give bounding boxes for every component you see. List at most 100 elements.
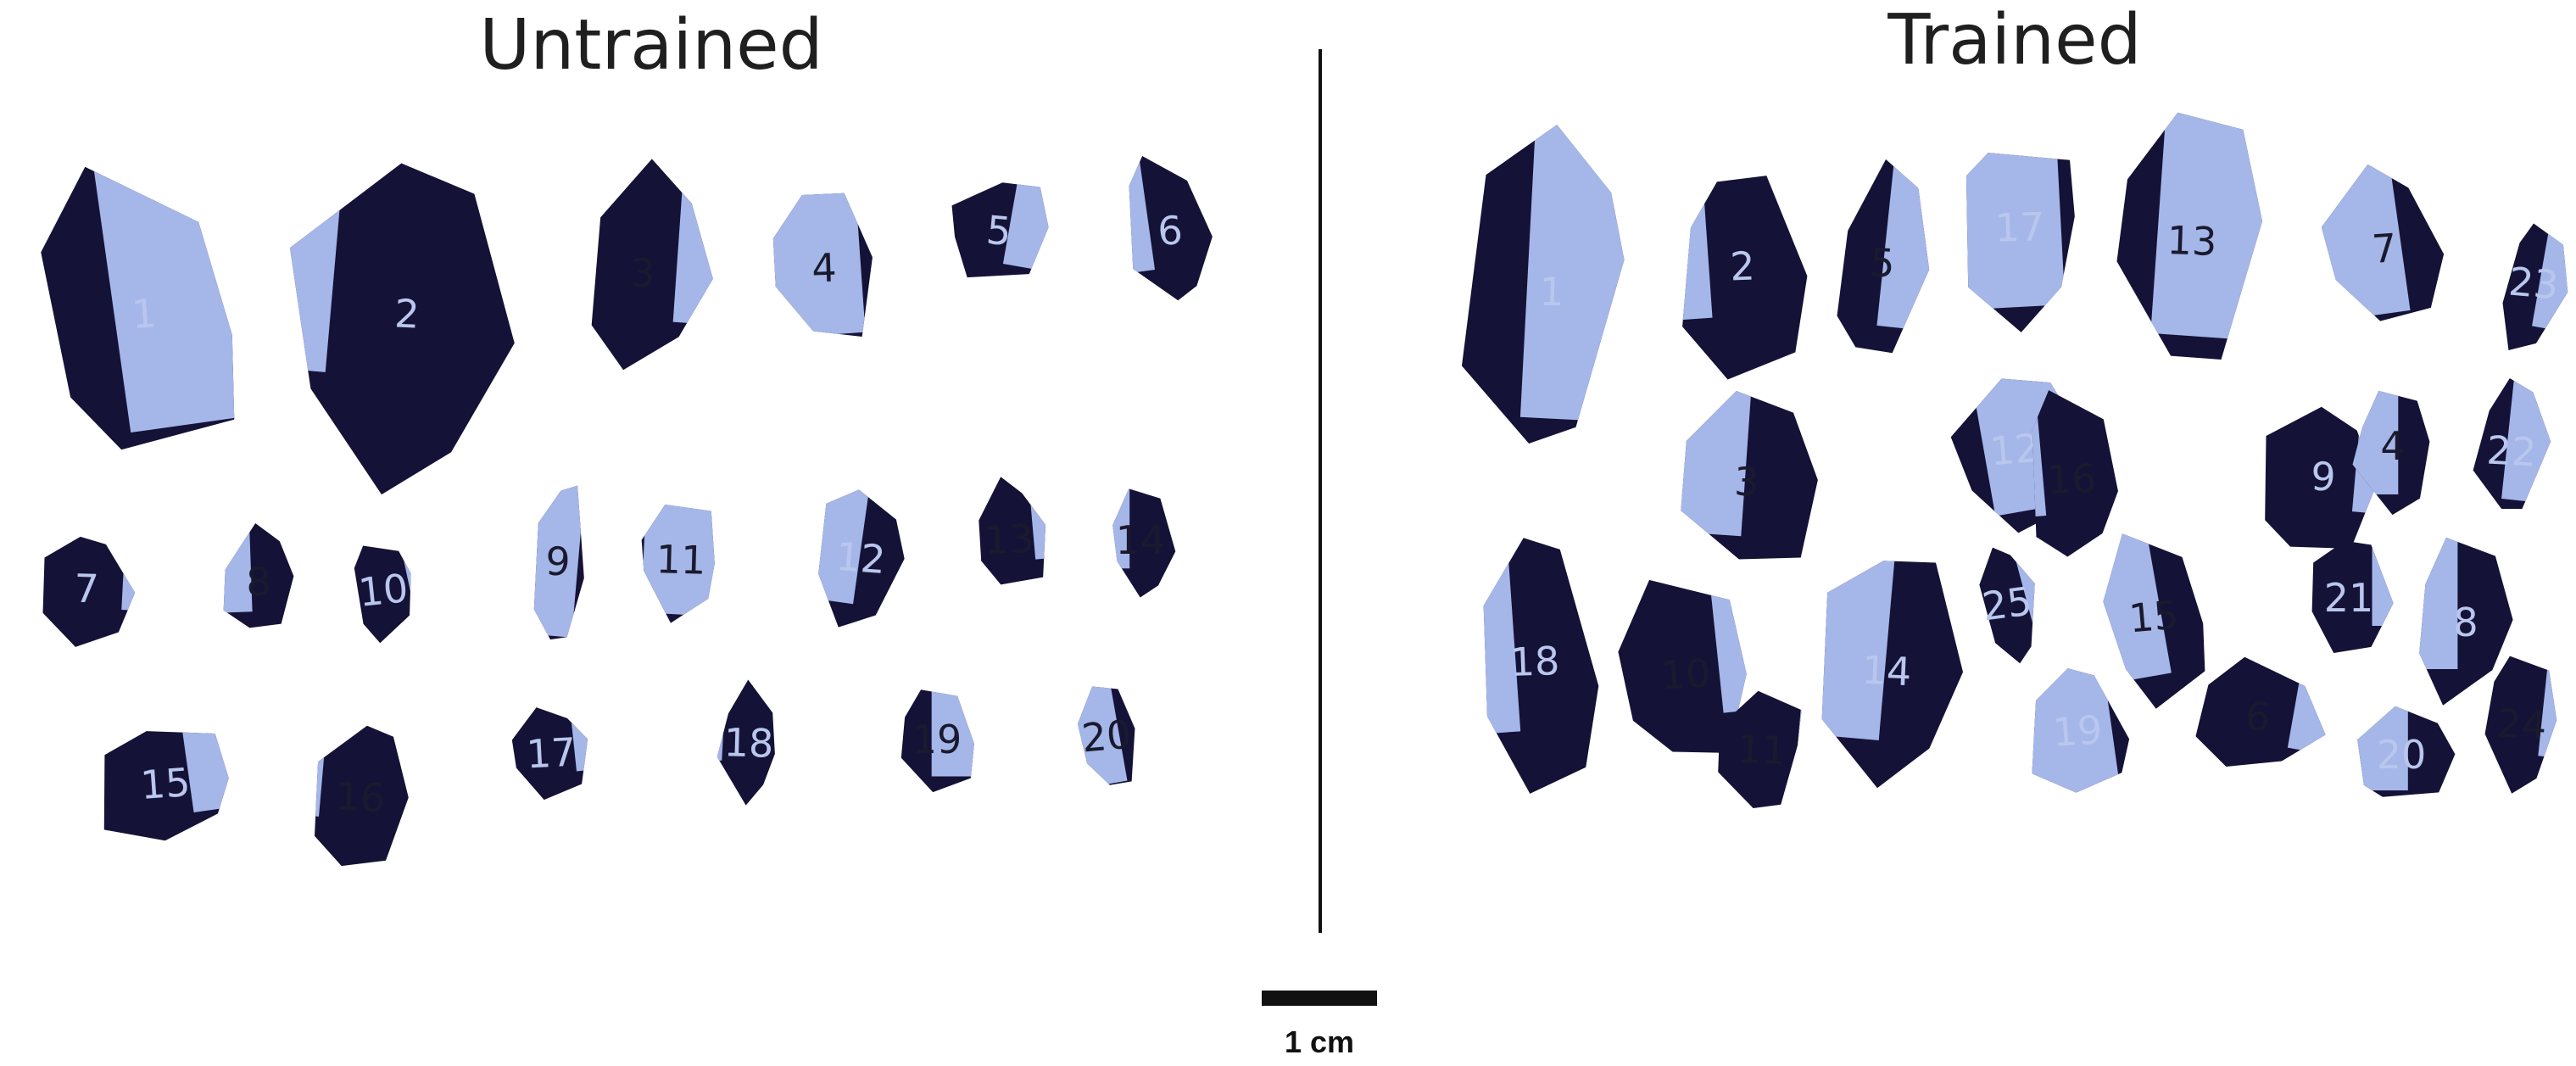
flake-number-label: 19: [2051, 706, 2104, 756]
flake-body: [2484, 656, 2557, 794]
flake-number-label: 8: [2453, 600, 2478, 645]
flake-number-label: 23: [2506, 259, 2560, 309]
flake-number-label: 14: [1861, 647, 1913, 695]
untrained-flake-9: 9: [528, 482, 587, 640]
untrained-flake-18: 18: [714, 678, 775, 806]
flake-number-label: 3: [629, 250, 655, 297]
untrained-flake-5: 5: [951, 172, 1056, 278]
trained-title: Trained: [1887, 0, 2142, 81]
untrained-flake-10: 10: [354, 537, 423, 644]
trained-flake-20: 20: [2357, 706, 2456, 797]
trained-flake-2: 2: [1672, 173, 1808, 380]
flake-number-label: 1: [1539, 269, 1565, 315]
flake-number-label: 5: [1869, 239, 1896, 286]
untrained-flake-8: 8: [220, 522, 294, 628]
flake-number-label: 16: [2046, 455, 2098, 504]
flake-number-label: 1: [131, 290, 159, 338]
flake-number-label: 21: [2324, 575, 2374, 621]
flake-number-label: 2: [1729, 243, 1755, 290]
untrained-flake-1: 1: [41, 149, 246, 450]
untrained-flake-14: 14: [1112, 488, 1176, 598]
flake-cortex-surface: [2287, 660, 2337, 756]
flake-cortex-surface: [1810, 553, 1896, 741]
untrained-flake-13: 13: [979, 473, 1051, 585]
trained-flake-23: 23: [2502, 220, 2576, 350]
flake-body: [979, 477, 1046, 585]
trained-flake-25: 25: [1979, 539, 2047, 664]
flake-body: [2265, 406, 2377, 549]
trained-flake-7: 7: [2313, 155, 2445, 322]
flake-number-label: 6: [2244, 693, 2272, 740]
untrained-flake-7: 7: [42, 534, 138, 647]
flake-body: [354, 545, 411, 644]
flake-number-label: 18: [1509, 638, 1560, 685]
trained-flake-17: 17: [1960, 148, 2075, 332]
flake-body: [1718, 690, 1802, 808]
flake-number-label: 11: [1737, 726, 1788, 774]
flake-number-label: 3: [1733, 459, 1759, 505]
flake-cortex-surface: [1672, 173, 1713, 321]
trained-flake-13: 13: [2116, 109, 2270, 360]
trained-flake-3: 3: [1677, 388, 1818, 560]
untrained-flake-15: 15: [103, 720, 237, 841]
flake-number-label: 18: [723, 719, 774, 767]
flake-number-label: 4: [2380, 423, 2405, 469]
flake-number-label: 15: [2127, 592, 2180, 642]
flake-number-label: 6: [1157, 207, 1185, 254]
untrained-flake-12: 12: [809, 485, 905, 628]
flake-number-label: 5: [984, 207, 1013, 254]
flake-number-label: 22: [2485, 427, 2537, 476]
flake-number-label: 8: [246, 559, 271, 606]
trained-flake-11: 11: [1718, 688, 1804, 808]
flake-number-label: 25: [1979, 578, 2034, 629]
trained-flake-19: 19: [2018, 661, 2130, 799]
flake-cortex-surface: [1677, 388, 1753, 537]
untrained-title: Untrained: [479, 5, 823, 86]
untrained-flake-6: 6: [1118, 148, 1213, 301]
flake-number-label: 12: [834, 533, 887, 583]
flake-number-label: 19: [912, 717, 962, 762]
flake-body: [42, 536, 136, 647]
untrained-flake-3: 3: [591, 159, 722, 371]
trained-flake-22: 22: [2473, 375, 2557, 510]
flake-number-label: 2: [393, 290, 421, 337]
flake-number-label: 24: [2495, 700, 2547, 749]
flake-cortex-surface: [672, 159, 722, 326]
flake-body: [716, 679, 775, 806]
flake-number-label: 15: [139, 759, 192, 808]
flake-body: [289, 163, 515, 495]
flake-number-label: 14: [1116, 517, 1166, 563]
untrained-flake-11: 11: [640, 503, 718, 623]
scale-bar-label: 1 cm: [1284, 1024, 1355, 1059]
flake-cortex-surface: [640, 503, 718, 617]
flake-cortex-surface: [2372, 540, 2394, 626]
flake-body: [315, 725, 409, 867]
flake-number-label: 11: [655, 536, 706, 583]
untrained-flake-2: 2: [270, 153, 515, 495]
flake-cortex-surface: [1519, 120, 1631, 424]
flake-number-label: 13: [984, 516, 1035, 564]
flake-cortex-surface: [769, 190, 866, 340]
untrained-flake-19: 19: [900, 689, 974, 793]
flake-cortex-surface: [121, 534, 138, 611]
trained-flake-8: 8: [2419, 537, 2513, 706]
trained-flake-1: 1: [1461, 120, 1631, 444]
flake-number-label: 10: [356, 565, 410, 616]
trained-flake-18: 18: [1475, 533, 1599, 794]
scale-bar: [1262, 991, 1377, 1006]
flake-number-label: 9: [544, 538, 572, 584]
trained-flake-14: 14: [1810, 553, 1964, 789]
untrained-flake-4: 4: [769, 190, 873, 340]
flake-number-label: 13: [2166, 217, 2217, 265]
untrained-flake-17: 17: [511, 702, 594, 801]
flake-number-label: 17: [525, 729, 577, 778]
trained-flake-24: 24: [2484, 654, 2563, 794]
flake-number-label: 9: [2310, 453, 2337, 500]
flake-body: [1682, 176, 1808, 380]
flake-number-label: 10: [1659, 650, 1711, 699]
trained-flake-5: 5: [1837, 155, 1941, 354]
flake-number-label: 16: [335, 773, 387, 822]
trained-flake-6: 6: [2195, 656, 2337, 767]
flake-number-label: 7: [74, 566, 100, 612]
